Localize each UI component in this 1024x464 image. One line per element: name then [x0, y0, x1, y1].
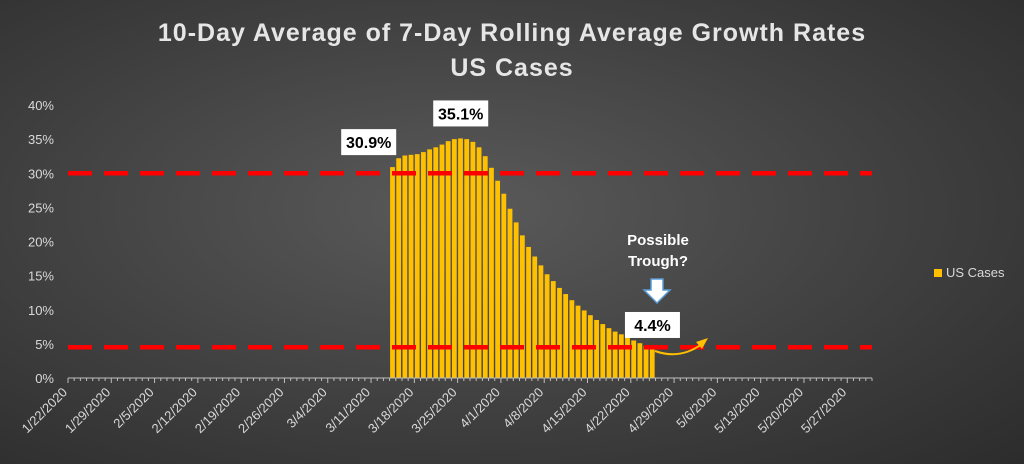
- callouts: 30.9% 35.1% 4.4%: [341, 100, 680, 338]
- curved-arrow-head-icon: [696, 338, 708, 349]
- bars: [390, 138, 655, 378]
- legend: US Cases: [934, 265, 1005, 280]
- bar: [600, 324, 606, 378]
- bar: [519, 235, 525, 378]
- bar: [637, 343, 643, 378]
- chart-title: 10-Day Average of 7-Day Rolling Average …: [158, 19, 866, 47]
- x-tick-label: 3/18/2020: [365, 385, 417, 437]
- bar: [557, 287, 562, 378]
- x-tick-label: 4/1/2020: [457, 385, 503, 431]
- y-tick-label: 40%: [28, 98, 54, 113]
- bar: [581, 310, 587, 378]
- x-axis: [67, 377, 873, 383]
- bar: [563, 294, 569, 378]
- x-tick-label: 5/27/2020: [798, 385, 850, 437]
- data-callout: 30.9%: [341, 129, 397, 156]
- bar: [550, 281, 556, 378]
- bar: [445, 141, 451, 378]
- y-axis-ticks: 0% 5% 10% 15% 20% 25% 30% 35% 40%: [28, 98, 54, 386]
- bar: [408, 154, 414, 378]
- x-tick-label: 4/29/2020: [625, 385, 677, 437]
- bar: [649, 347, 655, 378]
- bar: [618, 334, 624, 378]
- y-tick-label: 20%: [28, 235, 54, 250]
- annotation-line-2: Trough?: [628, 253, 688, 270]
- x-tick-label: 5/13/2020: [711, 385, 763, 437]
- callout-label: 4.4%: [634, 318, 670, 335]
- bar: [476, 147, 482, 378]
- bar: [439, 144, 445, 378]
- bar: [464, 139, 470, 378]
- bar: [402, 155, 408, 378]
- bar: [575, 305, 581, 378]
- bar: [526, 246, 531, 378]
- y-tick-label: 25%: [28, 200, 54, 215]
- callout-box: [341, 129, 397, 156]
- y-tick-label: 5%: [35, 337, 54, 352]
- callout-box: [624, 311, 680, 338]
- x-tick-label: 2/19/2020: [192, 385, 244, 437]
- curved-arrow-icon: [654, 343, 703, 356]
- x-tick-label: 1/22/2020: [19, 385, 71, 437]
- y-tick-label: 10%: [28, 303, 54, 318]
- bar: [606, 328, 612, 378]
- x-tick-label: 4/15/2020: [538, 385, 590, 437]
- bar: [451, 139, 457, 378]
- bar: [625, 337, 630, 378]
- bar: [427, 149, 432, 378]
- y-tick-label: 0%: [35, 371, 54, 386]
- bar: [414, 154, 420, 378]
- x-tick-label: 3/25/2020: [408, 385, 460, 437]
- callout-box: [433, 100, 489, 127]
- bar: [495, 180, 501, 378]
- x-axis-tick-labels: 1/22/20201/29/20202/5/20202/12/20202/19/…: [19, 385, 850, 437]
- data-callout: 4.4%: [624, 311, 680, 338]
- bar: [396, 158, 402, 378]
- y-tick-label: 35%: [28, 132, 54, 147]
- bar: [612, 331, 618, 378]
- chart-subtitle: US Cases: [450, 54, 573, 82]
- x-tick-label: 5/20/2020: [755, 385, 807, 437]
- bar: [631, 340, 637, 378]
- x-tick-label: 2/26/2020: [235, 385, 287, 437]
- data-callout: 35.1%: [433, 100, 489, 127]
- y-tick-label: 30%: [28, 166, 54, 181]
- legend-label: US Cases: [946, 265, 1005, 280]
- down-arrow-icon: [642, 278, 672, 305]
- legend-swatch: [934, 269, 942, 277]
- bar: [489, 167, 494, 378]
- bar: [470, 141, 476, 378]
- bar: [458, 138, 463, 378]
- bar: [390, 167, 395, 378]
- bar: [569, 300, 575, 378]
- x-tick-label: 1/29/2020: [62, 385, 114, 437]
- x-tick-label: 4/22/2020: [581, 385, 633, 437]
- bar: [513, 222, 519, 378]
- annotation-line-1: Possible: [627, 232, 689, 249]
- bar: [532, 256, 538, 378]
- x-tick-label: 2/12/2020: [148, 385, 200, 437]
- bar: [594, 319, 599, 378]
- y-tick-label: 15%: [28, 269, 54, 284]
- bar: [643, 345, 649, 378]
- trough-annotation: Possible Trough?: [627, 232, 708, 356]
- bar: [421, 152, 426, 378]
- bar: [507, 208, 513, 378]
- bar: [482, 156, 488, 378]
- callout-label: 35.1%: [438, 106, 483, 123]
- bar: [433, 147, 439, 378]
- bar: [538, 265, 544, 378]
- callout-label: 30.9%: [346, 135, 391, 152]
- bar: [544, 274, 550, 378]
- reference-lines: [68, 171, 872, 350]
- x-tick-label: 3/11/2020: [322, 385, 373, 436]
- bar: [501, 193, 507, 378]
